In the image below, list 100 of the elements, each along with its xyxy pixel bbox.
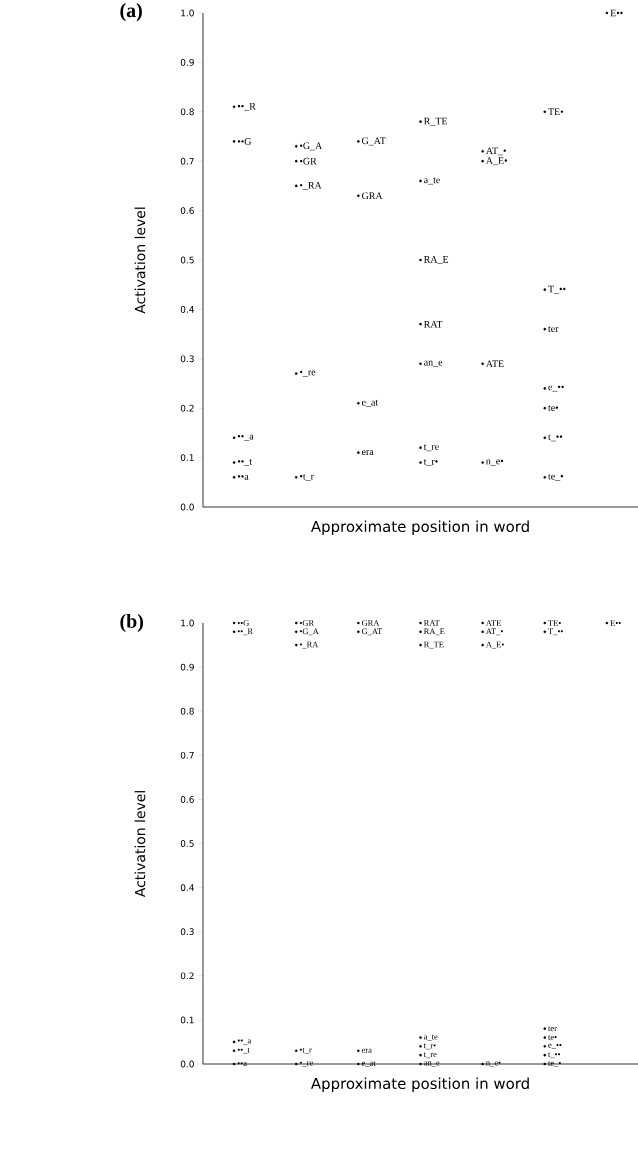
data-label: •_RA xyxy=(299,181,322,190)
point xyxy=(357,451,360,454)
data-label: era xyxy=(361,1048,372,1053)
point xyxy=(419,322,422,326)
y-tick-label: 0.8 xyxy=(180,108,194,116)
data-label: E•• xyxy=(610,620,621,626)
chart-title: (b) xyxy=(120,613,143,632)
point xyxy=(419,643,422,647)
data-label: ••_t xyxy=(237,1047,250,1054)
point xyxy=(357,140,360,143)
data-label: •G_A xyxy=(299,142,323,151)
point xyxy=(419,1053,422,1057)
y-tick-label: 0.6 xyxy=(180,207,194,214)
data-label: n_e• xyxy=(486,459,504,466)
y-tick-label: 0.5 xyxy=(180,840,194,847)
y-tick-label: 0.0 xyxy=(180,1060,194,1068)
point xyxy=(605,621,609,625)
y-tick-label: 0.3 xyxy=(180,355,194,363)
point xyxy=(357,194,360,198)
point xyxy=(294,630,298,634)
point xyxy=(543,476,547,479)
point xyxy=(419,630,422,634)
point xyxy=(419,179,422,183)
point xyxy=(232,630,236,634)
point xyxy=(232,1049,236,1053)
data-label: t_•• xyxy=(548,434,563,442)
point xyxy=(481,1062,484,1066)
data-label: ••_a xyxy=(237,1039,252,1045)
x-axis-title: Approximate position in word xyxy=(310,520,529,535)
point xyxy=(605,11,609,15)
data-label: GRA xyxy=(361,192,383,200)
y-tick-label: 1.0 xyxy=(181,619,194,627)
x-axis-title: Approximate position in word xyxy=(310,1077,529,1092)
point xyxy=(232,140,236,143)
point xyxy=(294,476,298,479)
point xyxy=(357,1062,360,1066)
point xyxy=(419,461,422,464)
point xyxy=(419,1045,422,1048)
point xyxy=(419,362,422,366)
point xyxy=(543,110,547,114)
point xyxy=(543,630,547,634)
data-label: R_TE xyxy=(423,641,444,649)
point xyxy=(232,1062,236,1066)
point xyxy=(294,145,298,148)
point xyxy=(357,630,360,634)
data-label: AT_• xyxy=(485,147,506,156)
data-label: ATE xyxy=(485,360,504,368)
y-tick-label: 0.1 xyxy=(180,1016,194,1024)
data-label: RAT xyxy=(423,320,443,328)
point xyxy=(294,372,298,375)
point xyxy=(543,1027,547,1031)
point xyxy=(543,406,547,410)
point xyxy=(543,1062,547,1066)
point xyxy=(419,258,422,262)
point xyxy=(232,461,236,464)
data-label: G_AT xyxy=(361,137,386,146)
point xyxy=(357,401,360,405)
point xyxy=(294,1062,298,1066)
point xyxy=(481,630,484,634)
data-label: t_r• xyxy=(423,459,438,466)
data-label: ••_t xyxy=(237,459,252,466)
point xyxy=(543,288,547,291)
data-label: •G_A xyxy=(299,628,319,636)
data-label: an_e xyxy=(424,1061,440,1067)
point xyxy=(232,436,236,440)
y-axis-title: Activation level xyxy=(134,791,146,898)
point xyxy=(543,387,547,390)
point xyxy=(294,184,298,188)
y-tick-label: 0.3 xyxy=(180,928,194,936)
data-label: A_E• xyxy=(485,157,508,166)
y-tick-label: 0.6 xyxy=(180,796,194,803)
data-label: ••a xyxy=(237,474,249,480)
data-label: n_e• xyxy=(486,1061,501,1067)
y-tick-label: 0.7 xyxy=(180,751,194,759)
data-label: G_AT xyxy=(361,628,383,636)
y-tick-label: 0.2 xyxy=(180,404,194,412)
data-label: an_e xyxy=(424,360,443,367)
y-axis-title: Activation level xyxy=(134,207,146,314)
data-label: e_•• xyxy=(548,1043,562,1049)
data-label: te_• xyxy=(548,473,564,481)
point xyxy=(543,1053,547,1057)
data-label: t_re xyxy=(423,444,439,452)
y-tick-label: 0.4 xyxy=(180,884,194,891)
y-tick-label: 0.1 xyxy=(180,454,194,461)
data-label: ter xyxy=(548,1026,557,1032)
data-label: •_re xyxy=(299,1061,313,1067)
data-label: te_• xyxy=(548,1061,561,1067)
y-tick-label: 0.4 xyxy=(180,306,194,313)
point xyxy=(419,621,422,625)
y-tick-label: 0.8 xyxy=(180,707,194,715)
data-label: ••_a xyxy=(237,434,254,441)
point xyxy=(294,1049,298,1053)
point xyxy=(481,150,484,153)
y-tick-label: 0.0 xyxy=(180,503,194,511)
data-label: E•• xyxy=(610,9,623,17)
data-label: ter xyxy=(548,326,559,332)
point xyxy=(294,621,298,625)
data-label: •_re xyxy=(299,370,316,377)
data-label: e_at xyxy=(361,1061,376,1067)
data-label: a_te xyxy=(424,177,440,185)
